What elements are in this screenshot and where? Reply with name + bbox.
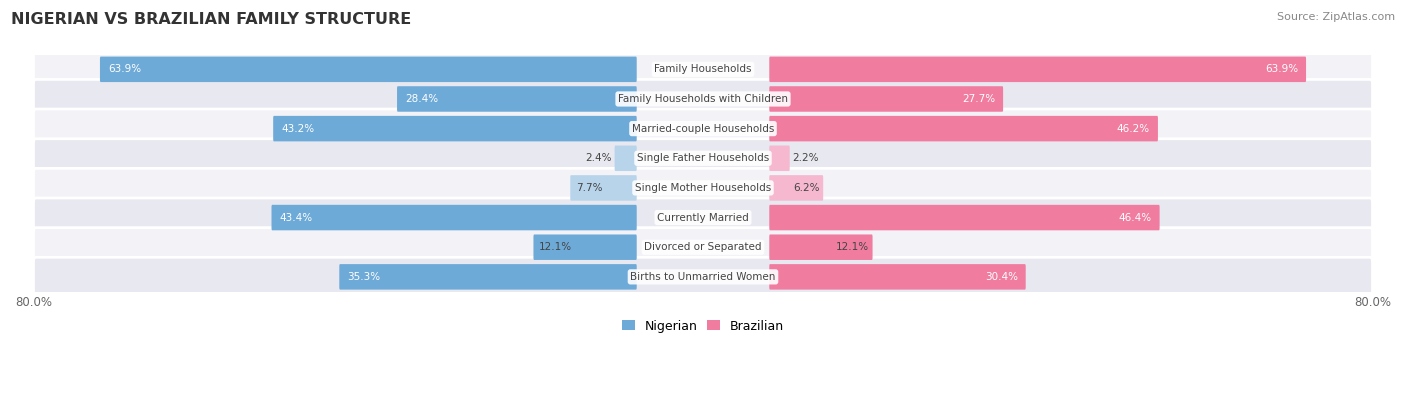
- Text: 46.4%: 46.4%: [1118, 213, 1152, 222]
- Text: 7.7%: 7.7%: [576, 183, 602, 193]
- Text: 63.9%: 63.9%: [1265, 64, 1298, 74]
- Text: 43.4%: 43.4%: [280, 213, 312, 222]
- Text: Divorced or Separated: Divorced or Separated: [644, 242, 762, 252]
- Text: 12.1%: 12.1%: [538, 242, 572, 252]
- Text: 12.1%: 12.1%: [835, 242, 869, 252]
- Text: Single Mother Households: Single Mother Households: [636, 183, 770, 193]
- FancyBboxPatch shape: [769, 116, 1159, 141]
- FancyBboxPatch shape: [571, 175, 637, 201]
- FancyBboxPatch shape: [34, 198, 1372, 237]
- Text: 46.2%: 46.2%: [1116, 124, 1150, 134]
- FancyBboxPatch shape: [769, 235, 873, 260]
- FancyBboxPatch shape: [769, 56, 1306, 82]
- FancyBboxPatch shape: [271, 205, 637, 230]
- FancyBboxPatch shape: [769, 175, 823, 201]
- FancyBboxPatch shape: [769, 205, 1160, 230]
- Text: 35.3%: 35.3%: [347, 272, 381, 282]
- Text: 30.4%: 30.4%: [984, 272, 1018, 282]
- FancyBboxPatch shape: [34, 79, 1372, 118]
- Text: 27.7%: 27.7%: [962, 94, 995, 104]
- Text: Single Father Households: Single Father Households: [637, 153, 769, 163]
- FancyBboxPatch shape: [396, 86, 637, 112]
- FancyBboxPatch shape: [273, 116, 637, 141]
- Text: Family Households with Children: Family Households with Children: [619, 94, 787, 104]
- FancyBboxPatch shape: [769, 86, 1002, 112]
- Text: Currently Married: Currently Married: [657, 213, 749, 222]
- FancyBboxPatch shape: [34, 168, 1372, 207]
- Text: NIGERIAN VS BRAZILIAN FAMILY STRUCTURE: NIGERIAN VS BRAZILIAN FAMILY STRUCTURE: [11, 12, 412, 27]
- Text: 2.2%: 2.2%: [793, 153, 820, 163]
- FancyBboxPatch shape: [34, 50, 1372, 89]
- FancyBboxPatch shape: [533, 235, 637, 260]
- Text: 2.4%: 2.4%: [585, 153, 612, 163]
- FancyBboxPatch shape: [34, 228, 1372, 267]
- FancyBboxPatch shape: [614, 145, 637, 171]
- Text: Source: ZipAtlas.com: Source: ZipAtlas.com: [1277, 12, 1395, 22]
- FancyBboxPatch shape: [769, 264, 1026, 290]
- Text: 28.4%: 28.4%: [405, 94, 439, 104]
- Text: 43.2%: 43.2%: [281, 124, 315, 134]
- Text: 6.2%: 6.2%: [793, 183, 820, 193]
- FancyBboxPatch shape: [34, 109, 1372, 148]
- Text: Married-couple Households: Married-couple Households: [631, 124, 775, 134]
- FancyBboxPatch shape: [339, 264, 637, 290]
- FancyBboxPatch shape: [34, 139, 1372, 178]
- Text: 63.9%: 63.9%: [108, 64, 141, 74]
- Text: Family Households: Family Households: [654, 64, 752, 74]
- FancyBboxPatch shape: [100, 56, 637, 82]
- FancyBboxPatch shape: [34, 257, 1372, 296]
- Legend: Nigerian, Brazilian: Nigerian, Brazilian: [617, 315, 789, 338]
- Text: Births to Unmarried Women: Births to Unmarried Women: [630, 272, 776, 282]
- FancyBboxPatch shape: [769, 145, 790, 171]
